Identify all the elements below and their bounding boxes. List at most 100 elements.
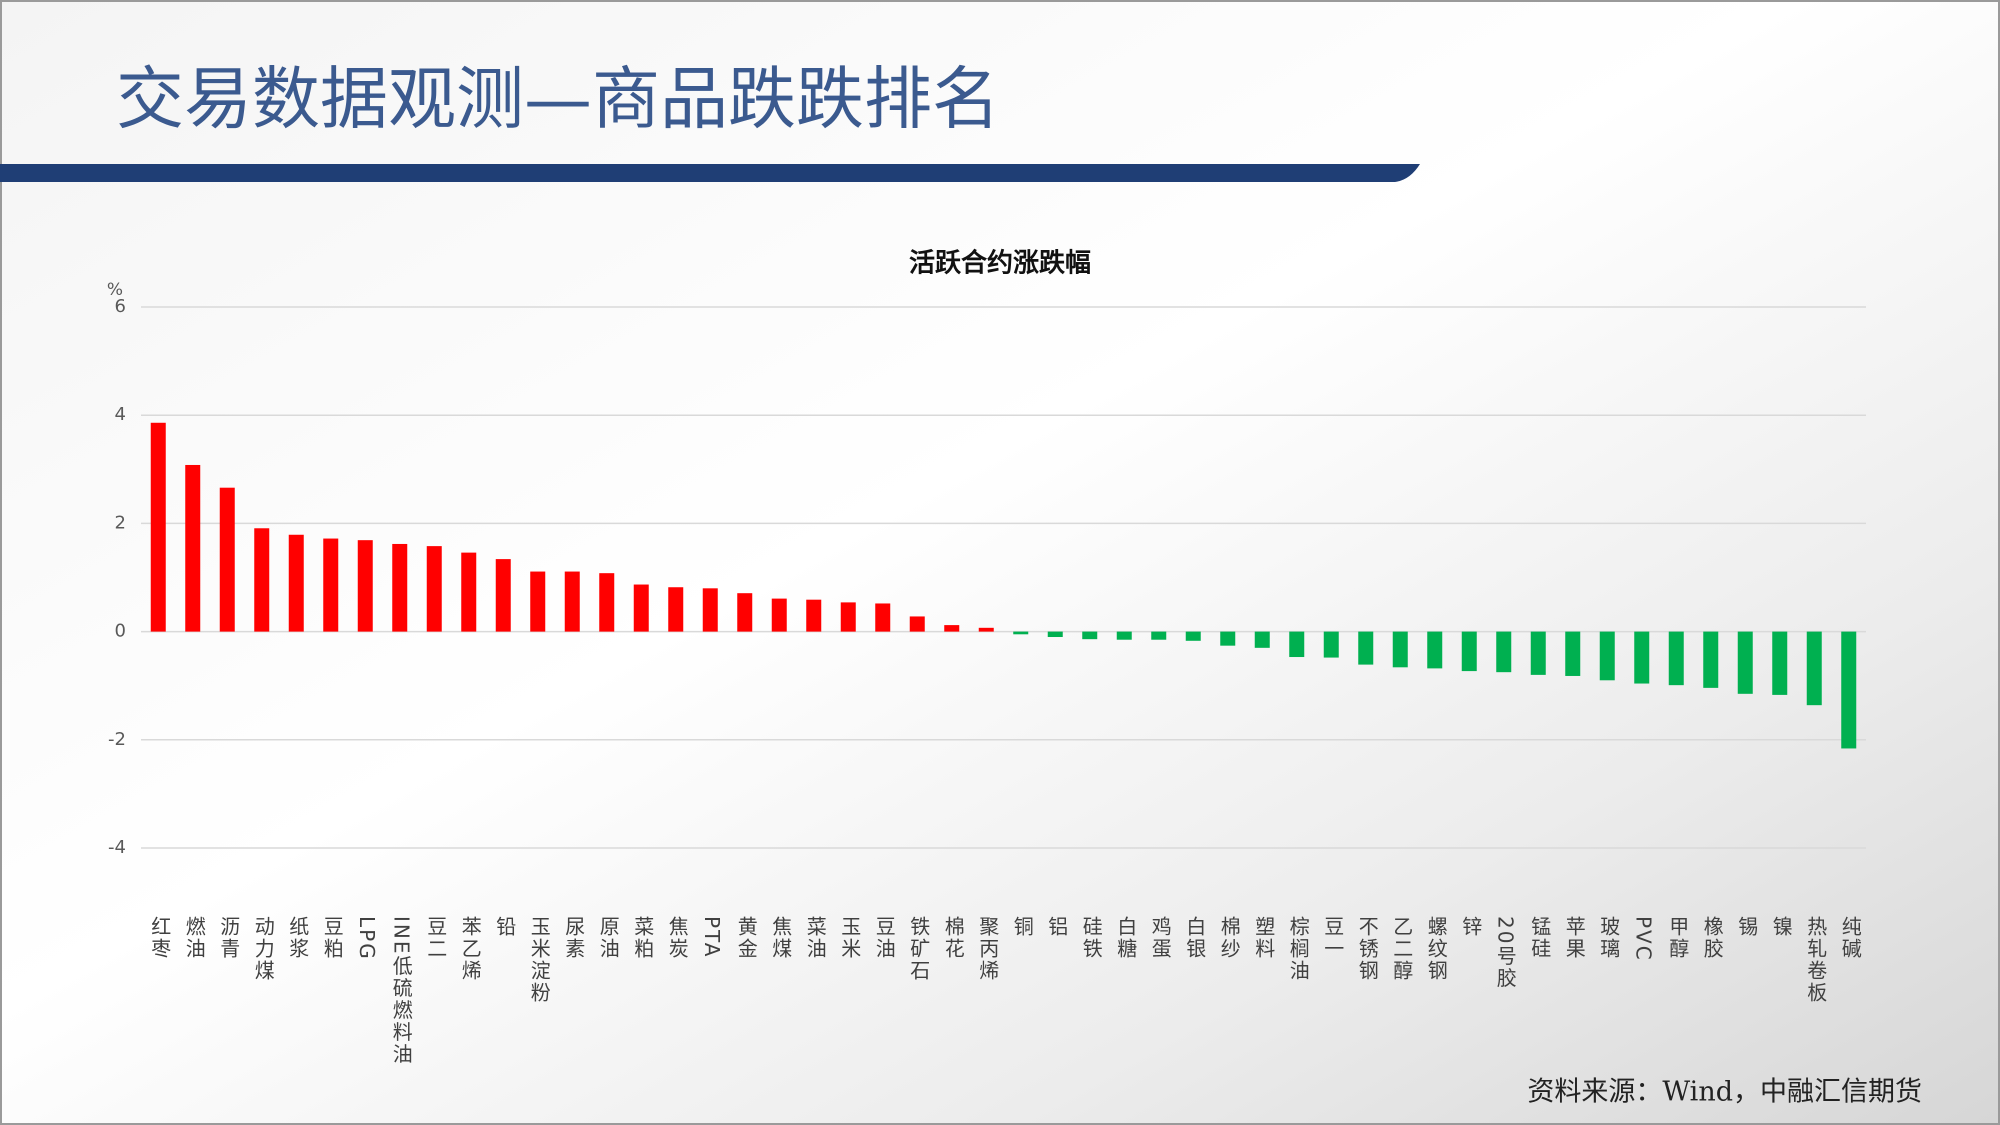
x-tick-label: 20号胶 (1493, 916, 1517, 989)
bar (633, 584, 649, 632)
bar (1185, 631, 1201, 641)
bar (875, 603, 891, 632)
bar (1772, 631, 1788, 695)
y-axis-unit: % (107, 280, 123, 300)
bar (1599, 631, 1615, 681)
x-tick-label: 豆二 (424, 916, 448, 960)
bar (1496, 631, 1512, 673)
x-tick-label: 豆油 (872, 916, 896, 960)
bar (1254, 631, 1270, 648)
x-tick-label: 玉米淀粉 (527, 916, 551, 1004)
bar (254, 528, 270, 632)
bar (1220, 631, 1236, 646)
x-tick-label: 纯碱 (1838, 916, 1862, 960)
bar (1151, 631, 1167, 640)
bar (392, 543, 408, 632)
y-tick-label: 6 (115, 296, 126, 317)
x-tick-label: 鸡蛋 (1148, 916, 1172, 960)
bar (1047, 631, 1063, 638)
x-tick-label: 橡胶 (1700, 916, 1724, 960)
bar (599, 573, 615, 632)
bar (150, 422, 166, 632)
bar (1668, 631, 1684, 686)
x-tick-label: 玉米 (838, 916, 862, 960)
bar (771, 598, 787, 632)
x-tick-label: 乙二醇 (1390, 916, 1414, 982)
x-tick-label: 铁矿石 (907, 916, 931, 982)
slide-title: 交易数据观测—商品跌跌排名 (116, 61, 1000, 140)
x-tick-label: 红枣 (148, 916, 172, 960)
x-tick-label: LPG (355, 916, 379, 961)
y-tick-label: 0 (115, 621, 126, 642)
bar (495, 559, 511, 632)
x-tick-label: 铜 (1010, 916, 1034, 938)
bar (288, 534, 304, 632)
x-tick-label: 螺纹钢 (1424, 916, 1448, 982)
bar (1116, 631, 1132, 640)
bar (530, 571, 546, 632)
bar (1530, 631, 1546, 675)
x-tick-label: INE低硫燃料油 (389, 916, 413, 1066)
x-tick-label: PVC (1631, 916, 1655, 962)
bar (840, 602, 856, 632)
bar (1634, 631, 1650, 684)
bar (1806, 631, 1822, 706)
x-tick-label: 铝 (1045, 916, 1069, 938)
bar (1737, 631, 1753, 694)
x-tick-label: 镍 (1769, 916, 1793, 938)
x-tick-label: 黄金 (734, 916, 758, 960)
x-tick-label: 原油 (596, 916, 620, 960)
bar (1358, 631, 1374, 665)
bar (1565, 631, 1581, 676)
y-tick-label: 4 (115, 404, 126, 425)
bar (564, 571, 580, 632)
bar (357, 540, 373, 632)
bar (1323, 631, 1339, 658)
x-tick-label: 玻璃 (1597, 916, 1621, 960)
x-tick-label: 燃油 (182, 916, 206, 960)
plot-area: -4-20246红枣 燃油 沥青 动力煤 纸浆 豆粕 LPG INE低硫燃料油 豆二 苯乙烯铅玉米… (108, 296, 1866, 1066)
bar (978, 627, 994, 632)
title-band (0, 164, 1420, 182)
x-tick-label: 锌 (1459, 916, 1483, 938)
bar (944, 625, 960, 632)
x-tick-label: 锡 (1735, 916, 1759, 938)
x-tick-label: 热轧卷板 (1804, 916, 1828, 1004)
bar (1013, 631, 1029, 635)
x-tick-label: 苯乙烯 (458, 916, 482, 982)
x-tick-label: 焦煤 (769, 916, 793, 960)
y-tick-label: -4 (108, 837, 126, 858)
x-tick-label: 焦炭 (665, 916, 689, 960)
x-tick-label: PTA (700, 916, 724, 958)
x-tick-label: 菜油 (803, 916, 827, 960)
bar (219, 487, 235, 632)
x-tick-label: 甲醇 (1666, 916, 1690, 960)
y-tick-label: 2 (115, 512, 126, 533)
x-tick-label: 棕榈油 (1286, 916, 1310, 982)
x-tick-label: 豆一 (1321, 916, 1345, 960)
x-tick-label: 菜粕 (631, 916, 655, 960)
bar (426, 546, 442, 632)
source-note: 资料来源：Wind，中融汇信期货 (1527, 1077, 1922, 1108)
x-tick-label: 苹果 (1562, 916, 1586, 960)
bar (1082, 631, 1098, 640)
x-tick-label: 纸浆 (286, 916, 310, 960)
x-tick-label: 棉花 (941, 916, 965, 960)
x-tick-label: 聚丙烯 (976, 916, 1000, 982)
bar (737, 593, 753, 632)
x-tick-label: 不锈钢 (1355, 916, 1379, 982)
x-tick-label: 铅 (493, 916, 517, 938)
y-tick-label: -2 (108, 729, 126, 750)
bar (806, 599, 822, 632)
bar (1703, 631, 1719, 688)
bar (909, 616, 925, 632)
bar (1427, 631, 1443, 669)
chart-title: 活跃合约涨跌幅 (909, 248, 1091, 279)
bar (668, 587, 684, 632)
bar (1392, 631, 1408, 668)
x-tick-label: 锰硅 (1528, 916, 1552, 960)
x-tick-label: 硅铁 (1079, 916, 1103, 960)
